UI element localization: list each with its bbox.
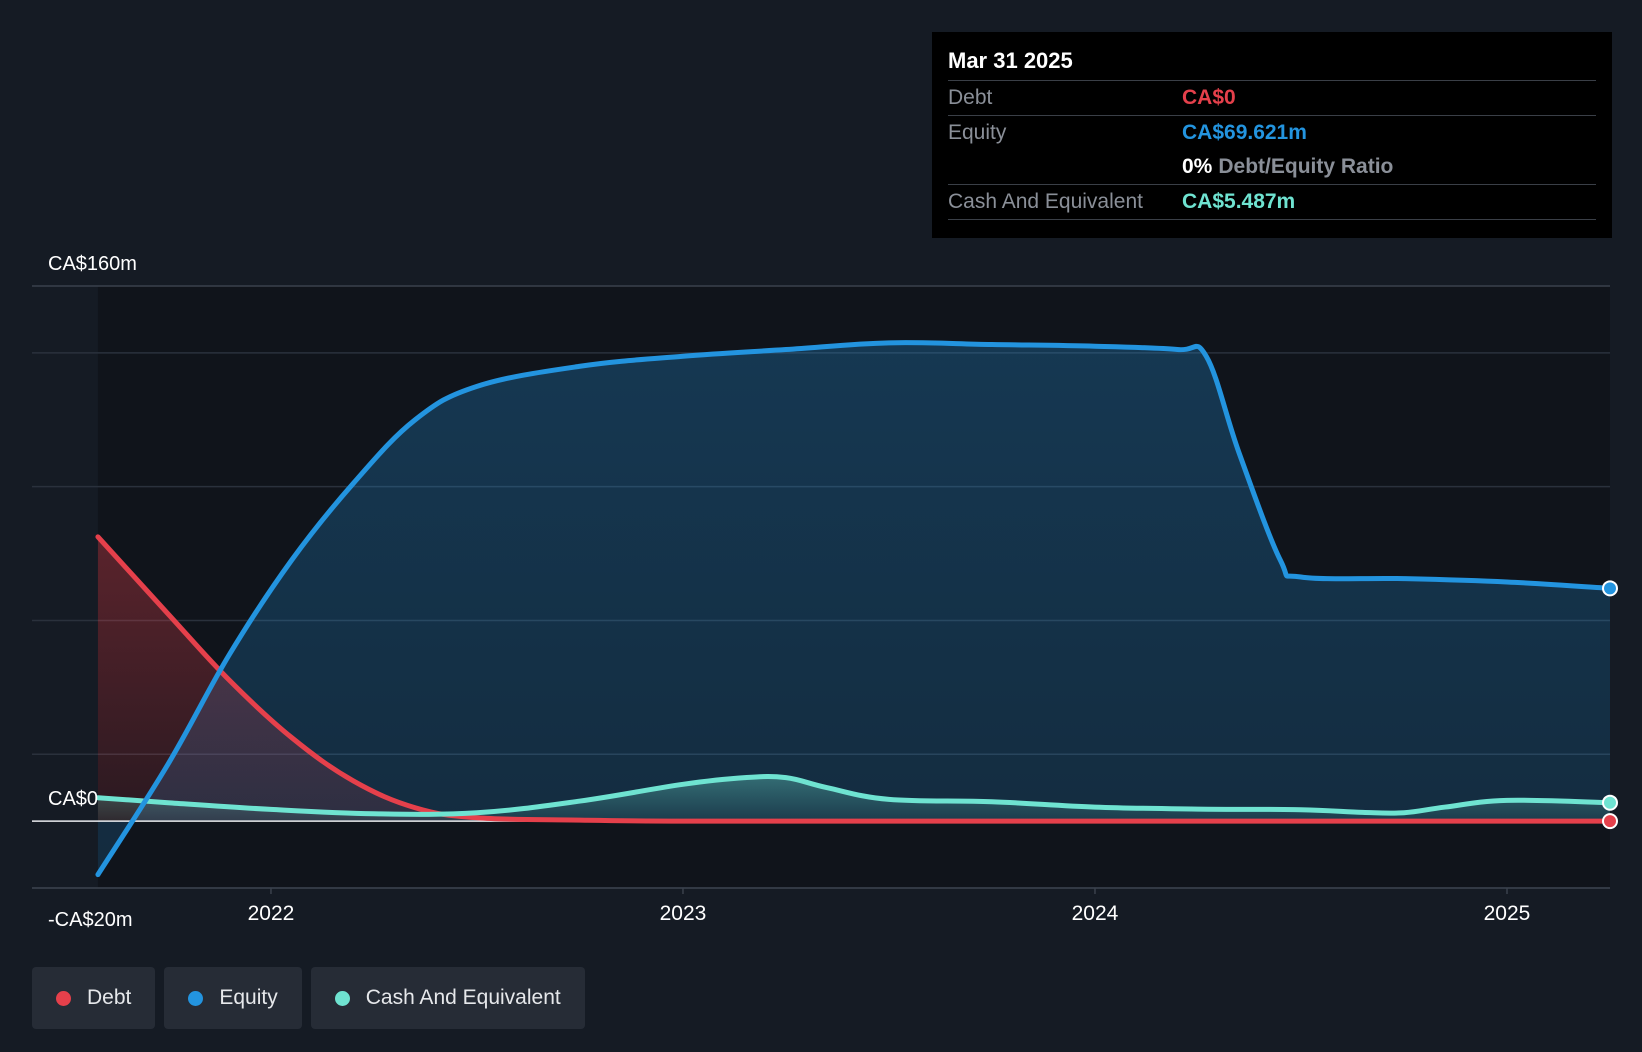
tooltip-equity-label: Equity [948, 121, 1007, 144]
y-tick-label: CA$160m [48, 253, 137, 275]
series-endpoint-cash[interactable] [1602, 794, 1618, 811]
x-tick-label: 2025 [1484, 902, 1531, 925]
y-tick-label: CA$0 [48, 788, 98, 810]
tooltip-cash-label: Cash And Equivalent [948, 190, 1143, 213]
legend-item-debt[interactable]: Debt [32, 967, 156, 1029]
tooltip-equity-value: CA$69.621m [1182, 121, 1307, 144]
chart-legend: Debt Equity Cash And Equivalent [32, 967, 585, 1029]
debt-dot-icon [56, 990, 71, 1006]
tooltip-debt-value: CA$0 [1182, 86, 1236, 109]
tooltip-panel: Mar 31 2025 Debt CA$0 Equity CA$69.621m … [932, 32, 1612, 238]
tooltip-date: Mar 31 2025 [948, 48, 1073, 73]
tooltip-cash-row: Cash And Equivalent CA$5.487m [948, 184, 1596, 220]
tooltip-equity-row: Equity CA$69.621m [948, 115, 1596, 150]
legend-label-equity: Equity [219, 986, 278, 1009]
series-line-cash [95, 774, 1613, 817]
tooltip-cash-value: CA$5.487m [1182, 190, 1296, 213]
x-tick-label: 2024 [1072, 902, 1119, 925]
legend-item-equity[interactable]: Equity [164, 967, 302, 1029]
series-area-debt [97, 536, 1611, 822]
series-area-equity [97, 342, 1611, 875]
y-tick-label: -CA$20m [48, 909, 132, 931]
legend-item-cash[interactable]: Cash And Equivalent [310, 967, 585, 1029]
series-endpoint-debt[interactable] [1602, 813, 1618, 830]
cash-dot-icon [334, 990, 350, 1006]
x-tick-label: 2022 [248, 902, 295, 925]
tooltip-debt-label: Debt [948, 86, 993, 109]
series-line-equity [95, 340, 1613, 878]
legend-label-cash: Cash And Equivalent [365, 986, 561, 1009]
tooltip-debt-row: Debt CA$0 [948, 80, 1596, 115]
x-tick-label: 2023 [660, 902, 707, 925]
equity-dot-icon [188, 990, 204, 1006]
legend-label-debt: Debt [87, 986, 132, 1009]
tooltip-ratio-row: 0% Debt/Equity Ratio [948, 150, 1596, 184]
series-line-debt [95, 534, 1613, 824]
tooltip-ratio-value: 0% [1182, 155, 1213, 178]
series-endpoint-equity[interactable] [1602, 580, 1618, 597]
tooltip-ratio-label: Debt/Equity Ratio [1218, 155, 1394, 178]
